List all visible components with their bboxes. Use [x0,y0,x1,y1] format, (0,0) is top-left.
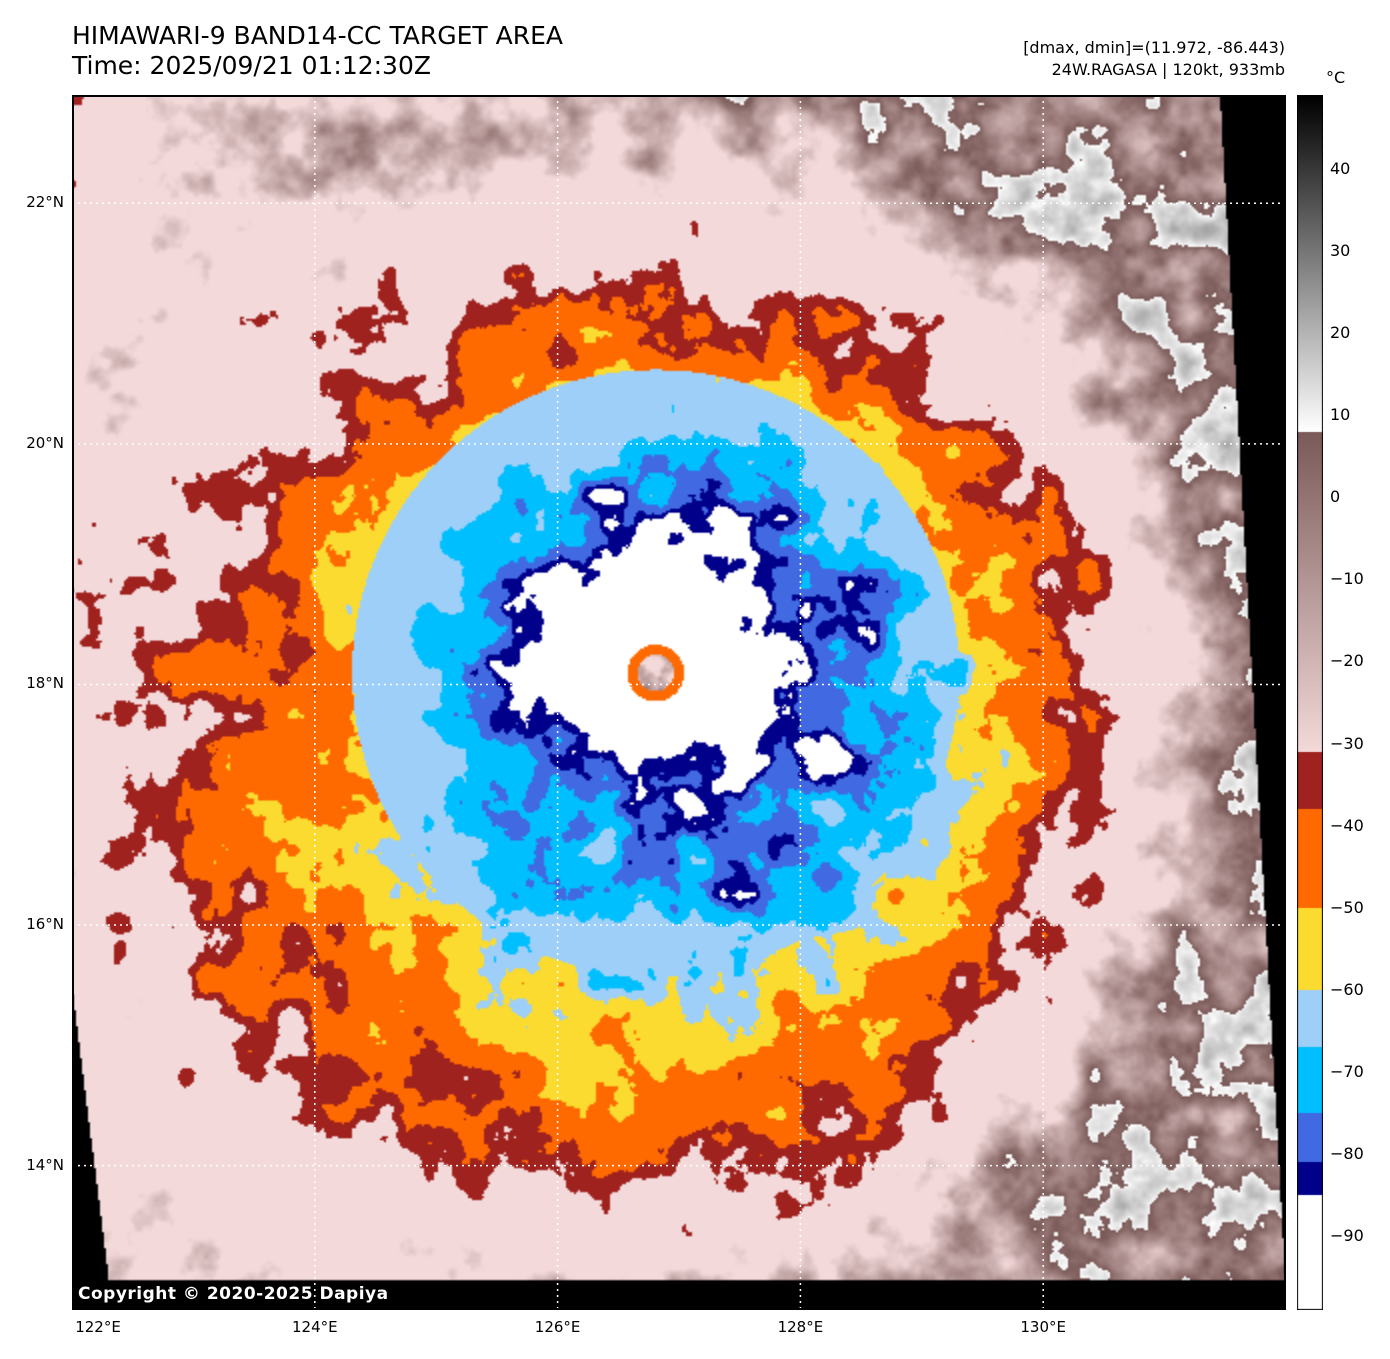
copyright-text: Copyright © 2020-2025 Dapiya [78,1284,389,1304]
colorbar-tick-label: −10 [1330,569,1364,589]
lat-tick-label: 16°N [26,915,64,934]
map-title: HIMAWARI-9 BAND14-CC TARGET AREA [72,21,564,50]
lat-tick-label: 14°N [26,1155,64,1174]
colorbar-tick-label: −70 [1330,1061,1364,1081]
storm-info-label: 24W.RAGASA | 120kt, 933mb [1051,60,1285,79]
satellite-ir-map [72,95,1286,1310]
colorbar-tick-label: 40 [1330,158,1351,178]
lat-lon-grid [72,95,1286,1310]
colorbar-tick-label: −80 [1330,1144,1364,1164]
colorbar-tick-label: −20 [1330,651,1364,671]
lat-tick-label: 18°N [26,674,64,693]
colorbar-tick-label: −60 [1330,979,1364,999]
lon-tick-label: 124°E [291,1318,338,1336]
temperature-colorbar [1297,95,1323,1310]
lon-tick-label: 122°E [75,1318,121,1336]
lon-tick-label: 126°E [534,1318,581,1336]
map-frame [72,95,1286,1310]
colorbar-unit: °C [1326,68,1346,87]
colorbar-tick-label: 20 [1330,323,1351,343]
colorbar-tick-label: 0 [1330,487,1341,507]
colorbar-tick-label: −40 [1330,815,1364,835]
lat-tick-label: 20°N [26,433,64,452]
colorbar-tick-label: −90 [1330,1226,1364,1246]
colorbar-tick-label: −30 [1330,733,1364,753]
colorbar-tick-label: 10 [1330,405,1351,425]
dmax-dmin-label: [dmax, dmin]=(11.972, -86.443) [1023,38,1285,57]
colorbar-tick-label: 30 [1330,240,1351,260]
lat-tick-label: 22°N [26,193,64,212]
time-label: Time: 2025/09/21 01:12:30Z [72,51,431,80]
colorbar-tick-label: −50 [1330,897,1364,917]
lon-tick-label: 130°E [1020,1318,1066,1336]
lon-tick-label: 128°E [777,1318,824,1336]
